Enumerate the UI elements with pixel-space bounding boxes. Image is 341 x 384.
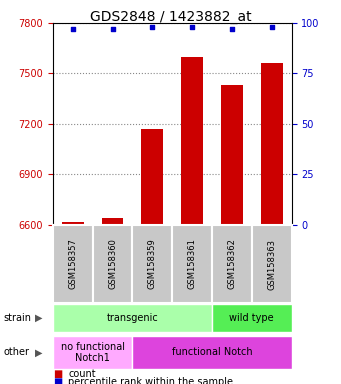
Bar [142,129,163,225]
Text: ■: ■ [53,377,62,384]
Point [269,24,275,30]
Text: GSM158362: GSM158362 [227,238,236,290]
Bar [261,63,283,225]
Text: wild type: wild type [229,313,274,323]
Text: GSM158361: GSM158361 [188,238,197,290]
Text: transgenic: transgenic [106,313,158,323]
Text: ▶: ▶ [35,313,43,323]
Bar [62,222,84,225]
Text: percentile rank within the sample: percentile rank within the sample [68,377,233,384]
Text: GSM158363: GSM158363 [267,238,276,290]
Bar [102,218,123,225]
Point [229,26,235,32]
Text: GSM158360: GSM158360 [108,238,117,290]
Point [110,26,115,32]
Text: no functional
Notch1: no functional Notch1 [61,341,125,363]
Bar [181,56,203,225]
Point [150,24,155,30]
Text: GSM158357: GSM158357 [68,238,77,290]
Text: ▶: ▶ [35,347,43,358]
Text: count: count [68,369,96,379]
Text: other: other [3,347,29,358]
Text: functional Notch: functional Notch [172,347,252,358]
Bar [221,85,243,225]
Text: GSM158359: GSM158359 [148,238,157,290]
Text: strain: strain [3,313,31,323]
Text: ■: ■ [53,369,62,379]
Point [189,24,195,30]
Text: GDS2848 / 1423882_at: GDS2848 / 1423882_at [90,10,251,23]
Point [70,26,75,32]
